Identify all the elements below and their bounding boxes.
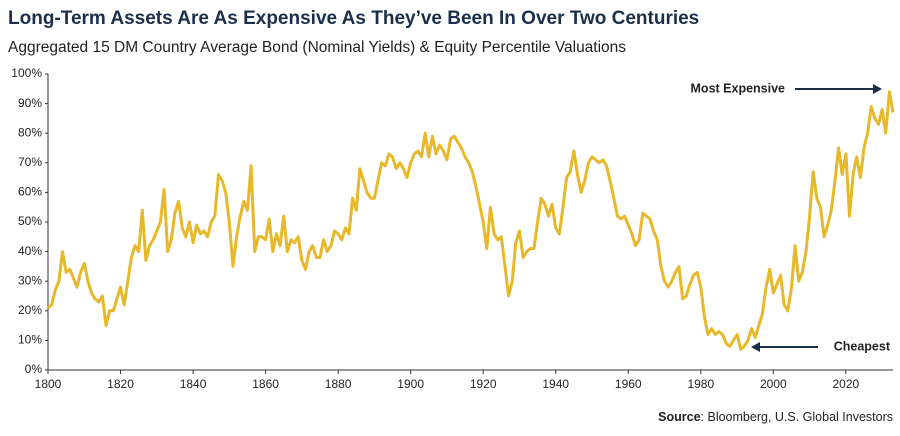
y-tick-label: 40% (18, 244, 42, 258)
source: Source: Bloomberg, U.S. Global Investors (658, 410, 893, 424)
x-tick-label: 1820 (107, 377, 134, 391)
x-tick-label: 1880 (325, 377, 352, 391)
y-tick-label: 100% (11, 66, 42, 80)
annotation: Cheapest (834, 339, 891, 353)
y-tick-label: 70% (18, 155, 42, 169)
plot-area: 0% 10% 20% 30% 40% 50% 60% 70% 80% 90% 100% 1800 182… (11, 66, 895, 391)
y-tick-label: 60% (18, 185, 42, 199)
x-tick-label: 2020 (833, 377, 860, 391)
annotation: Most Expensive (691, 81, 786, 95)
x-tick-label: 2000 (760, 377, 787, 391)
x-tick-label: 1800 (35, 377, 62, 391)
y-tick-label: 10% (18, 333, 42, 347)
y-tick-label: 50% (18, 214, 42, 228)
arrow-head (751, 342, 760, 352)
y-tick-label: 80% (18, 125, 42, 139)
y-tick-label: 0% (25, 362, 43, 376)
x-tick-label: 1980 (687, 377, 714, 391)
x-tick-label: 1860 (252, 377, 279, 391)
x-tick-label: 1900 (397, 377, 424, 391)
x-tick-label: 1920 (470, 377, 497, 391)
chart-subtitle: Aggregated 15 DM Country Average Bond (N… (8, 39, 626, 56)
y-tick-label: 20% (18, 303, 42, 317)
y-tick-label: 30% (18, 273, 42, 287)
chart-title: Long-Term Assets Are As Expensive As The… (8, 8, 699, 29)
x-tick-label: 1940 (542, 377, 569, 391)
x-tick-label: 1840 (180, 377, 207, 391)
arrow-head (873, 84, 882, 94)
source-text: : Bloomberg, U.S. Global Investors (701, 410, 893, 424)
y-tick-label: 90% (18, 96, 42, 110)
source-label: Source (658, 410, 700, 424)
data-line (47, 90, 895, 351)
x-tick-label: 1960 (615, 377, 642, 391)
